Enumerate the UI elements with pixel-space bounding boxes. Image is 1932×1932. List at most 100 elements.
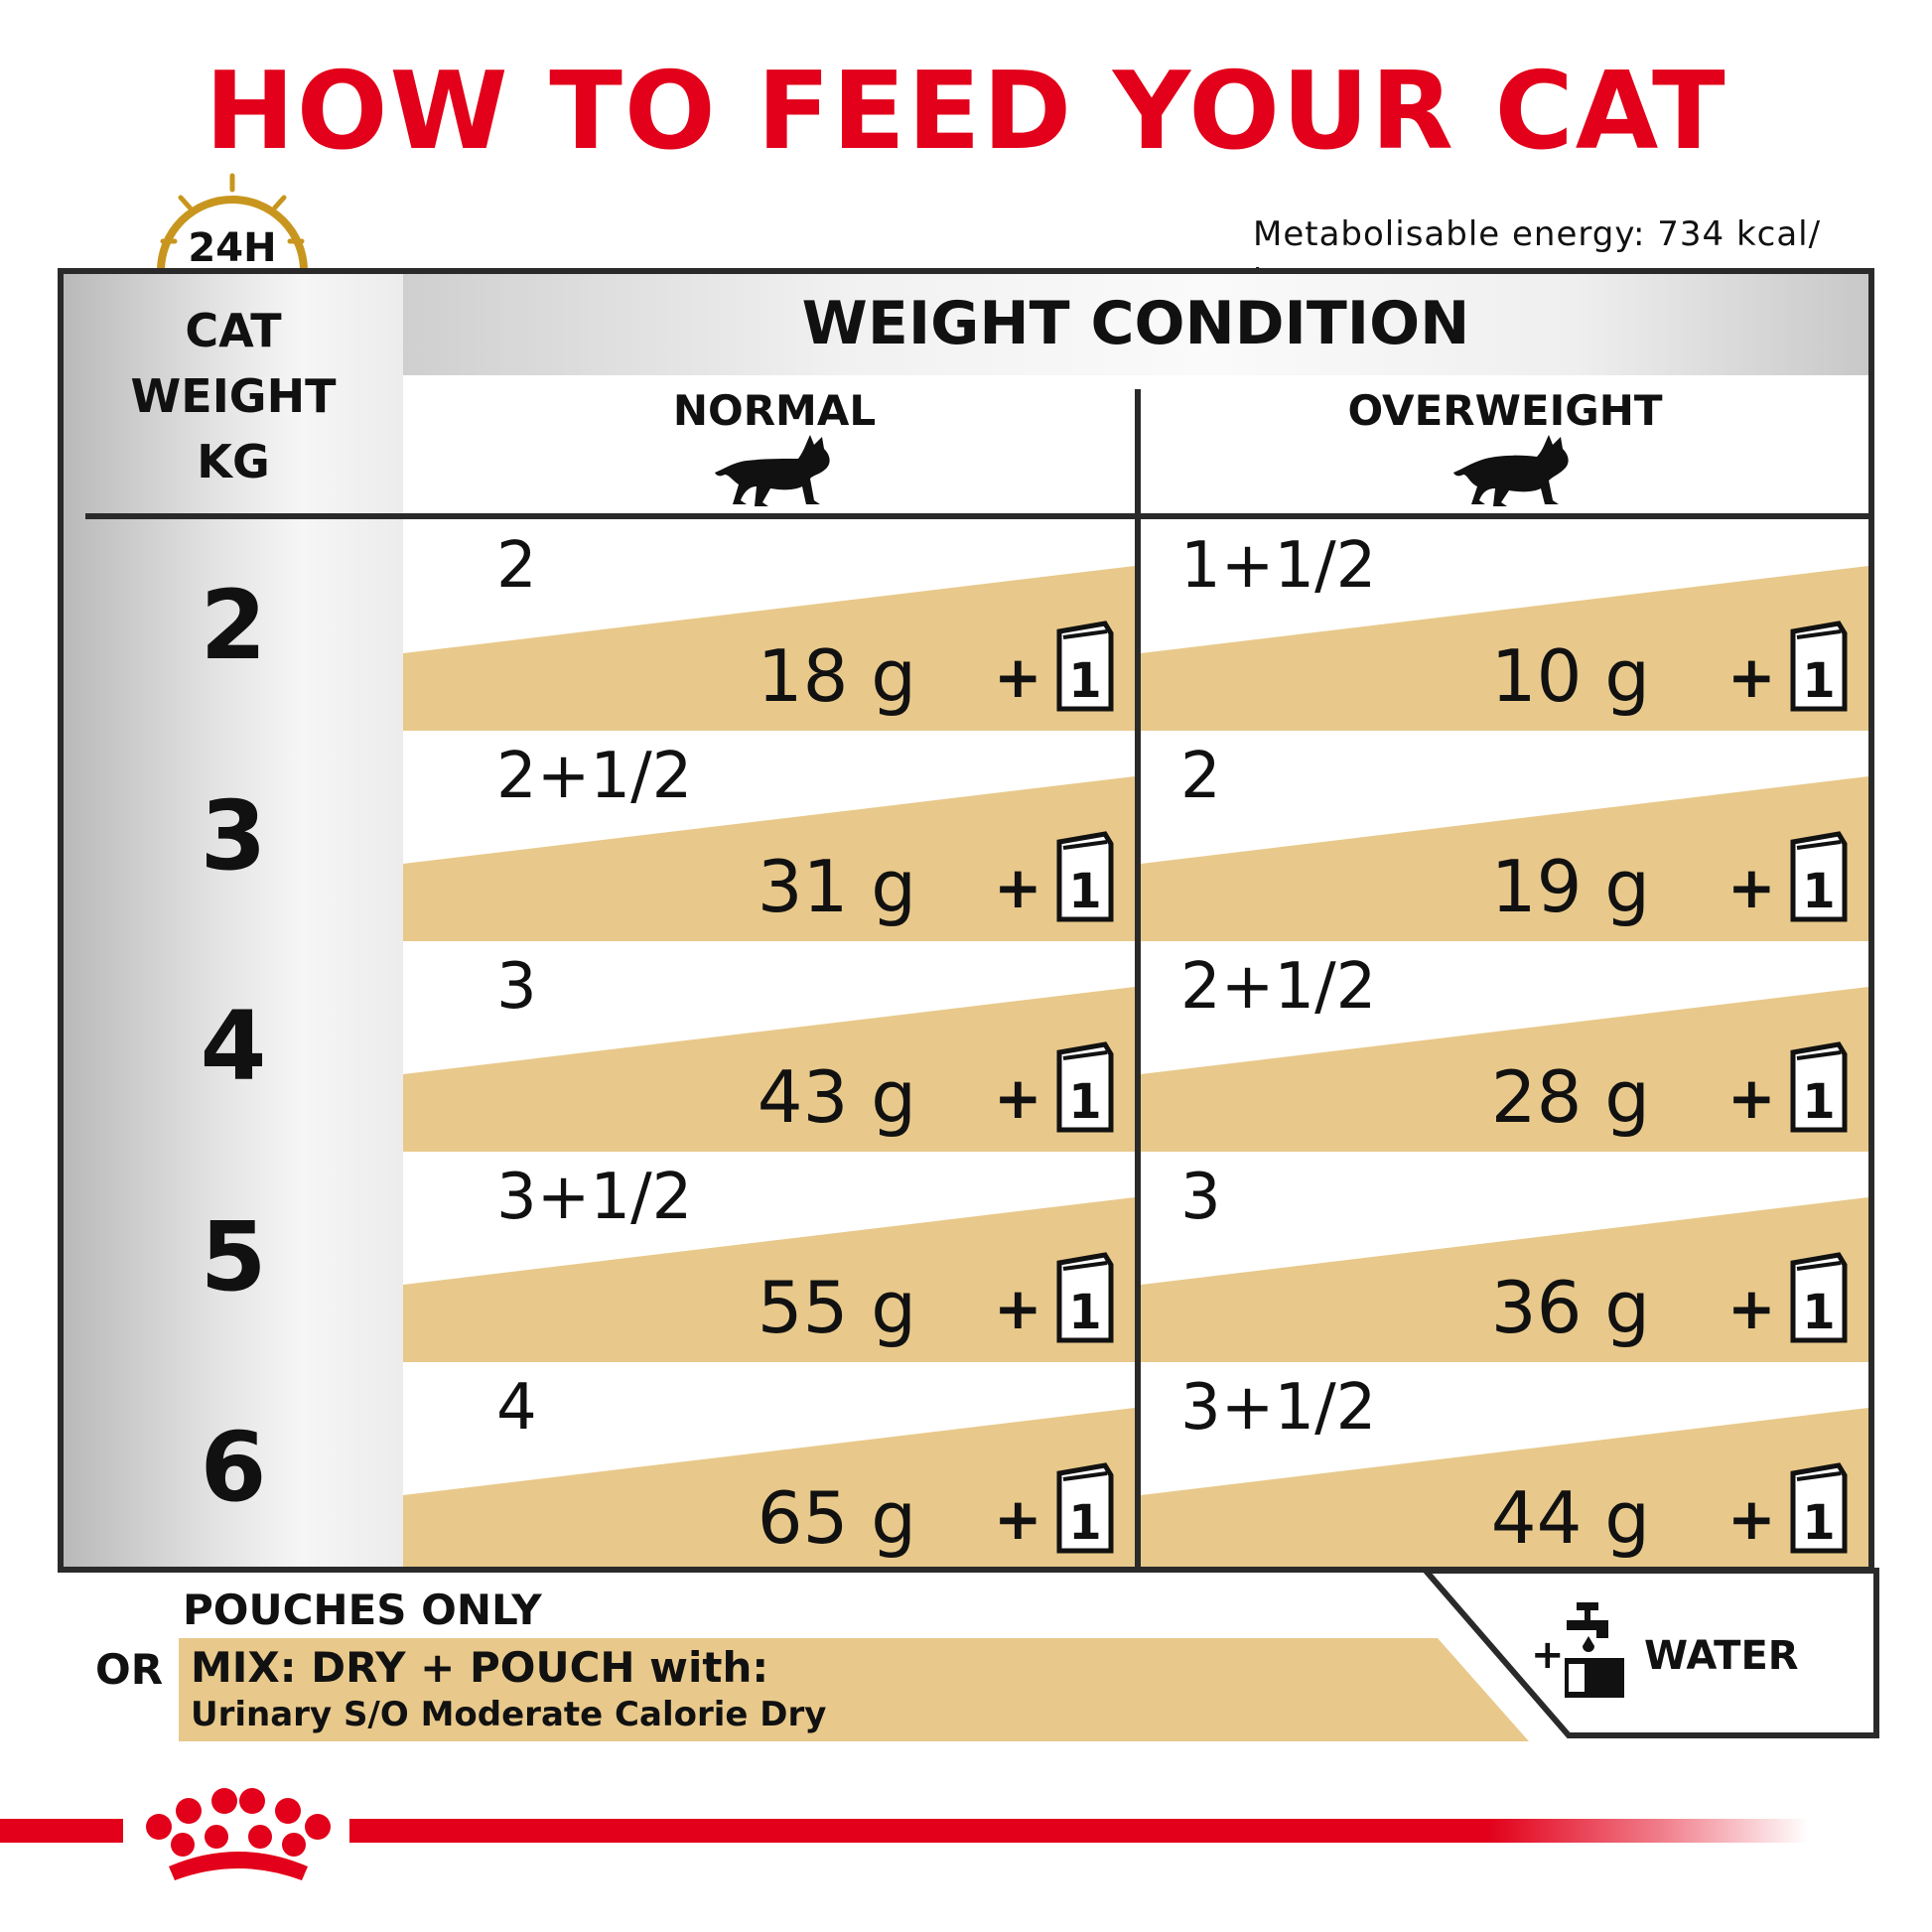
condition-header-bg [403, 274, 1868, 375]
pouch-count: 2+1/2 [1180, 950, 1377, 1024]
pouch-icon: 1 [1790, 621, 1848, 712]
cat-weight-value: 6 [200, 1412, 267, 1523]
weight-column-bg [64, 274, 403, 1567]
pouch-icon: 1 [1056, 621, 1114, 712]
dry-grams: 28 g [1490, 1055, 1650, 1139]
pouch-number: 1 [1068, 1495, 1101, 1551]
pouch-icon: 1 [1790, 831, 1848, 922]
pouch-icon: 1 [1056, 1041, 1114, 1133]
plus-sign: + [1727, 1064, 1776, 1132]
pouch-icon: 1 [1790, 1041, 1848, 1133]
pouch-count: 2 [496, 529, 537, 603]
plus-sign: + [1727, 1275, 1776, 1342]
clock-24h-icon: 24H [157, 173, 308, 272]
pouch-number: 1 [1068, 864, 1101, 919]
plus-sign: + [994, 1275, 1042, 1342]
plus-sign: + [994, 1485, 1042, 1553]
overweight-cell: 3+1/2 44 g +1 [1141, 1362, 1868, 1573]
cat-weight-header-line: KG [197, 435, 270, 488]
page-title: HOW TO FEED YOUR CAT [205, 50, 1727, 174]
dry-grams: 19 g [1490, 845, 1650, 928]
portion-band [403, 566, 1135, 731]
portion-band [403, 1408, 1135, 1573]
pouch-number: 1 [1068, 1074, 1101, 1130]
overweight-cell: 1+1/2 10 g +1 [1141, 520, 1868, 731]
pouch-icon: 1 [1790, 1462, 1848, 1554]
water-tap-icon: + [1531, 1602, 1624, 1698]
dry-grams: 31 g [757, 845, 916, 928]
mix-label: MIX: DRY + POUCH with: [191, 1643, 769, 1692]
energy-note: Metabolisable energy: 734 kcal/ kg [1253, 214, 1822, 302]
pouch-icon: 1 [1790, 1252, 1848, 1343]
overweight-cell: 2 19 g +1 [1141, 731, 1868, 941]
portion-band [1141, 1197, 1868, 1362]
table-row: 6 4 65 g +1 3+1/2 44 g +1 [64, 1362, 1868, 1573]
normal-column-header: NORMAL [672, 386, 877, 435]
overweight-cell: 2+1/2 28 g +1 [1141, 941, 1868, 1152]
cat-weight-value: 4 [200, 991, 267, 1102]
portion-band [1141, 776, 1868, 941]
header-divider [85, 513, 1868, 519]
plus-sign: + [994, 643, 1042, 711]
pouch-icon: 1 [1056, 831, 1114, 922]
plus-sign: + [1727, 643, 1776, 711]
cat-weight-header-line: WEIGHT [130, 369, 337, 423]
pouch-count: 1+1/2 [1180, 529, 1377, 603]
cat-weight-value: 2 [200, 570, 267, 681]
pouch-number: 1 [1068, 1285, 1101, 1340]
cat-silhouette-icon [1453, 435, 1569, 506]
portion-band [403, 776, 1135, 941]
normal-cell: 2 18 g +1 [403, 520, 1135, 731]
pouch-count: 3 [1180, 1161, 1221, 1234]
cat-silhouette-icon [715, 435, 830, 506]
portion-band [403, 987, 1135, 1152]
pouch-number: 1 [1068, 653, 1101, 709]
overweight-cell: 3 36 g +1 [1141, 1152, 1868, 1362]
overweight-column-header: OVERWEIGHT [1347, 386, 1663, 435]
mix-band [179, 1638, 1529, 1741]
plus-sign: + [1727, 1485, 1776, 1553]
plus-sign: + [994, 1064, 1042, 1132]
normal-cell: 2+1/2 31 g +1 [403, 731, 1135, 941]
pouch-count: 2 [1180, 740, 1221, 813]
pouch-count: 3+1/2 [1180, 1371, 1377, 1445]
weight-condition-header: WEIGHT CONDITION [801, 289, 1470, 358]
mix-product: Urinary S/O Moderate Calorie Dry [191, 1695, 827, 1734]
pouch-number: 1 [1802, 653, 1835, 709]
normal-cell: 3 43 g +1 [403, 941, 1135, 1152]
pouches-only-label: POUCHES ONLY [183, 1586, 542, 1634]
dry-grams: 36 g [1490, 1266, 1650, 1349]
or-label: OR [95, 1645, 164, 1694]
normal-cell: 3+1/2 55 g +1 [403, 1152, 1135, 1362]
dry-grams: 10 g [1490, 634, 1650, 718]
pouch-icon: 1 [1056, 1462, 1114, 1554]
portion-band [1141, 987, 1868, 1152]
royal-canin-crown-icon [146, 1788, 331, 1880]
cat-weight-header-line: CAT [185, 304, 282, 357]
table-frame [58, 268, 1874, 1573]
dry-grams: 18 g [757, 634, 916, 718]
plus-sign: + [994, 854, 1042, 921]
normal-cell: 4 65 g +1 [403, 1362, 1135, 1573]
column-divider [1135, 389, 1141, 1573]
clock-label: 24H [188, 225, 276, 271]
pouch-count: 2+1/2 [496, 740, 693, 813]
water-box [1423, 1568, 1879, 1738]
pouch-count: 4 [496, 1371, 537, 1445]
portion-band [1141, 1408, 1868, 1573]
table-row: 4 3 43 g +1 2+1/2 28 g +1 [64, 941, 1868, 1152]
portion-band [403, 1197, 1135, 1362]
cat-weight-header: CAT WEIGHT KG [64, 298, 403, 494]
table-row: 5 3+1/2 55 g +1 3 36 g +1 [64, 1152, 1868, 1362]
brand-stripe [349, 1819, 1809, 1843]
brand-stripe [0, 1819, 123, 1843]
dry-grams: 65 g [757, 1476, 916, 1560]
dry-grams: 55 g [757, 1266, 916, 1349]
pouch-count: 3 [496, 950, 537, 1024]
pouch-number: 1 [1802, 1074, 1835, 1130]
table-row: 2 2 18 g +1 1+1/2 10 g +1 [64, 520, 1868, 731]
pouch-count: 3+1/2 [496, 1161, 693, 1234]
dry-grams: 44 g [1490, 1476, 1650, 1560]
cat-weight-value: 3 [200, 780, 267, 892]
pouch-number: 1 [1802, 864, 1835, 919]
